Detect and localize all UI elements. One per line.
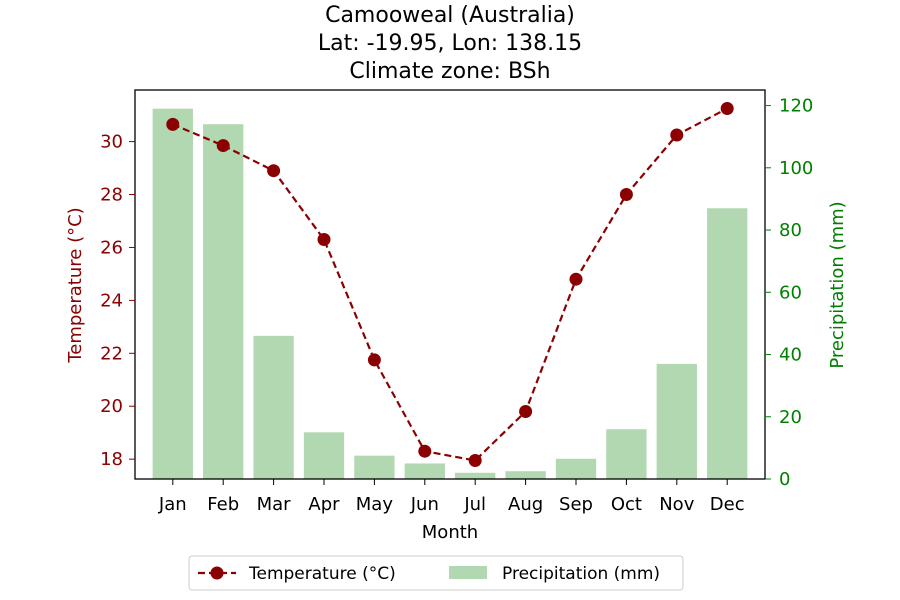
chart-title-line-3: Climate zone: BSh xyxy=(349,59,550,84)
x-tick-label: Jun xyxy=(410,494,439,515)
temperature-point-apr xyxy=(317,233,331,247)
legend-precipitation-swatch xyxy=(449,566,487,579)
x-tick-label: May xyxy=(356,494,394,515)
x-tick-label: Aug xyxy=(508,494,543,515)
precipitation-bar-dec xyxy=(707,208,748,480)
precipitation-bar-jun xyxy=(404,463,445,479)
precipitation-bar-may xyxy=(354,455,395,479)
right-tick-label: 60 xyxy=(779,282,802,303)
x-tick-label: Dec xyxy=(710,494,745,515)
left-tick-label: 22 xyxy=(100,343,123,364)
left-axis-label: Temperature (°C) xyxy=(65,207,86,363)
temperature-point-aug xyxy=(519,405,533,419)
x-axis-label: Month xyxy=(422,522,478,543)
left-tick-label: 26 xyxy=(100,237,123,258)
precipitation-bar-feb xyxy=(203,124,244,480)
precipitation-bar-apr xyxy=(303,432,345,479)
x-tick-label: Nov xyxy=(659,494,694,515)
right-tick-label: 0 xyxy=(779,469,790,490)
x-tick-label: Feb xyxy=(207,494,239,515)
precipitation-bar-jul xyxy=(455,472,496,479)
legend-temperature-marker xyxy=(210,566,224,580)
temperature-point-sep xyxy=(569,272,583,286)
precipitation-bars xyxy=(152,108,748,480)
right-tick-label: 20 xyxy=(779,407,802,428)
temperature-point-jun xyxy=(418,444,432,458)
precipitation-bar-oct xyxy=(606,429,647,479)
temperature-point-mar xyxy=(267,164,281,178)
x-tick-label: Jul xyxy=(463,494,486,515)
precipitation-bar-mar xyxy=(253,335,294,479)
temperature-point-jul xyxy=(468,453,482,467)
chart-title-line-1: Camooweal (Australia) xyxy=(325,3,575,28)
temperature-line xyxy=(166,102,734,467)
left-tick-label: 30 xyxy=(100,132,123,153)
precipitation-bar-jan xyxy=(152,108,193,479)
x-tick-label: Oct xyxy=(611,494,642,515)
temperature-point-nov xyxy=(670,128,684,142)
legend-precipitation-label: Precipitation (mm) xyxy=(502,564,660,584)
left-axis-ticks: 18 20 22 24 26 28 30 xyxy=(100,132,135,470)
x-tick-label: Sep xyxy=(559,494,593,515)
left-tick-label: 20 xyxy=(100,396,123,417)
left-tick-label: 24 xyxy=(100,290,123,311)
temperature-point-may xyxy=(367,353,381,367)
precipitation-bar-sep xyxy=(555,458,597,479)
legend-temperature-label: Temperature (°C) xyxy=(248,564,396,584)
right-axis-label: Precipitation (mm) xyxy=(827,201,848,368)
temperature-point-feb xyxy=(216,139,230,153)
temperature-point-oct xyxy=(619,188,633,202)
temperature-point-dec xyxy=(720,102,734,116)
left-tick-label: 28 xyxy=(100,185,123,206)
legend: Temperature (°C) Precipitation (mm) xyxy=(188,555,684,591)
legend-box xyxy=(188,555,684,591)
temperature-point-jan xyxy=(166,117,180,131)
right-tick-label: 40 xyxy=(779,345,802,366)
x-tick-label: Apr xyxy=(308,494,340,515)
precipitation-bar-nov xyxy=(656,363,697,479)
temperature-series-line xyxy=(172,107,728,462)
left-tick-label: 18 xyxy=(100,449,123,470)
right-tick-label: 100 xyxy=(779,158,813,179)
right-axis-ticks: 0 20 40 60 80 100 120 xyxy=(765,96,813,490)
x-tick-label: Mar xyxy=(257,494,292,515)
x-axis-ticks: Jan Feb Mar Apr May Jun Jul Aug Sep Oct Nov Dec xyxy=(158,479,745,515)
right-tick-label: 80 xyxy=(779,220,802,241)
plot-frame xyxy=(134,89,766,480)
chart-title-line-2: Lat: -19.95, Lon: 138.15 xyxy=(318,31,582,56)
x-tick-label: Jan xyxy=(158,494,187,515)
right-tick-label: 120 xyxy=(779,96,813,117)
precipitation-bar-aug xyxy=(505,471,546,479)
